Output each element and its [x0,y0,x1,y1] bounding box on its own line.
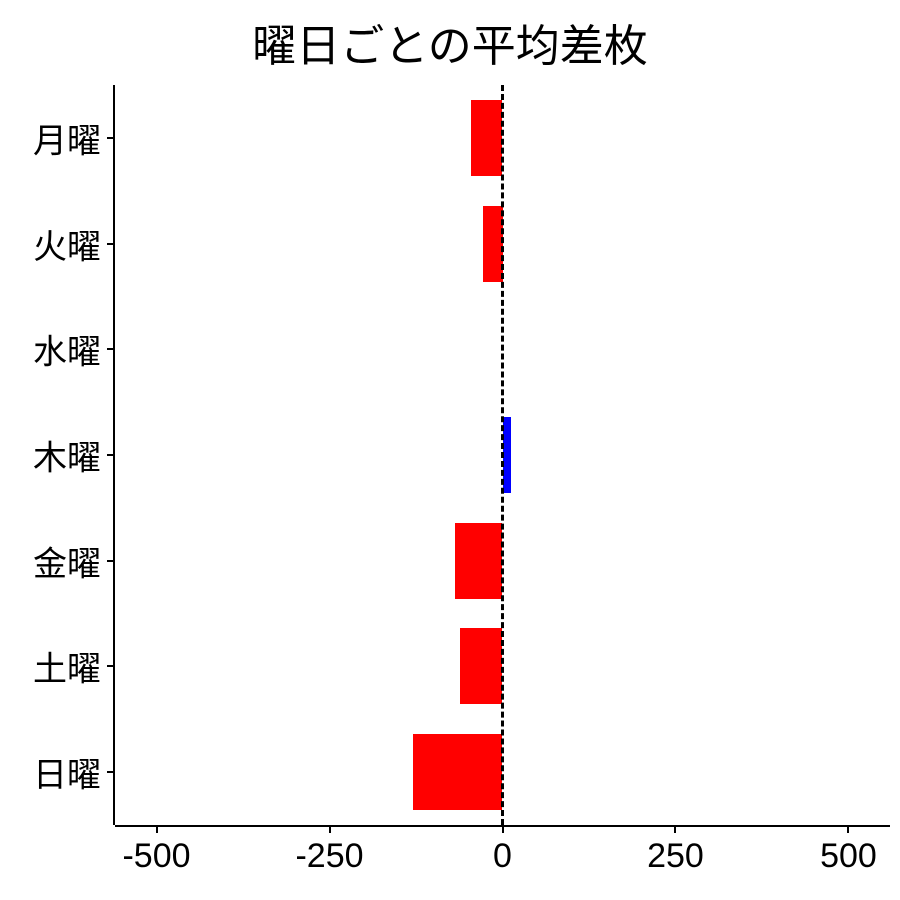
y-tick-mark [107,243,115,245]
bar [455,523,502,599]
x-tick-label: -250 [295,837,363,876]
y-tick-label: 金曜 [33,536,101,585]
y-tick-mark [107,665,115,667]
y-tick-label: 火曜 [33,219,101,268]
y-tick-label: 月曜 [33,113,101,162]
plot-area [115,85,890,825]
y-tick-label: 土曜 [33,642,101,691]
chart-container: 曜日ごとの平均差枚 月曜火曜水曜木曜金曜土曜日曜 -500 -250 0 250 500 [0,0,900,900]
y-tick-label: 水曜 [33,325,101,374]
chart-title: 曜日ごとの平均差枚 [0,10,900,74]
bar [483,206,502,282]
y-tick-mark [107,137,115,139]
x-tick-label: -500 [122,837,190,876]
y-tick-mark [107,771,115,773]
x-tick-mark [329,825,331,833]
bar [413,734,503,810]
x-tick-mark [674,825,676,833]
y-tick-mark [107,454,115,456]
x-tick-label: 250 [647,837,704,876]
x-tick-mark [156,825,158,833]
bar [460,628,503,704]
zero-line [501,85,504,825]
y-tick-label: 日曜 [33,748,101,797]
x-tick-mark [847,825,849,833]
y-tick-mark [107,560,115,562]
x-tick-label: 0 [493,837,512,876]
x-tick-mark [502,825,504,833]
x-tick-label: 500 [820,837,877,876]
y-tick-label: 木曜 [33,431,101,480]
bar [471,100,502,176]
y-tick-mark [107,348,115,350]
